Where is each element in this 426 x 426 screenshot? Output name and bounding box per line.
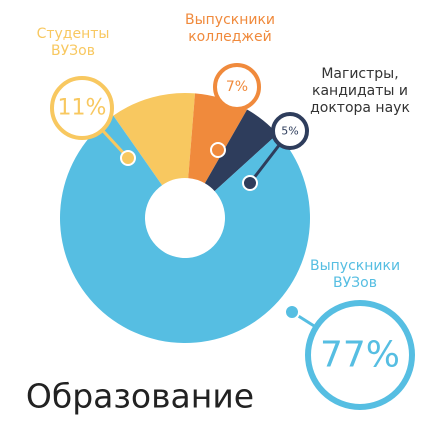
callout-ring [50, 76, 114, 140]
callout-dot [242, 175, 258, 191]
value-label: 11% [58, 96, 107, 121]
callout-ring [305, 300, 415, 410]
pie-slice [188, 93, 248, 184]
callout-ring [213, 63, 261, 111]
chart-title: Образование [26, 377, 254, 416]
category-label: Магистры, кандидаты и доктора наук [310, 66, 410, 116]
category-label: Выпускники колледжей [184, 12, 276, 45]
callout-ring [271, 112, 309, 150]
pie-slice [59, 115, 310, 344]
value-label: 5% [281, 125, 298, 138]
callout-dot [120, 150, 136, 166]
pie-slice [113, 93, 196, 186]
callout-dot [210, 142, 226, 158]
value-label: 77% [320, 335, 400, 376]
pie-slice [204, 109, 278, 192]
value-label: 7% [226, 79, 248, 95]
category-label: Выпускники ВУЗов [310, 258, 401, 291]
callout-dot [284, 304, 300, 320]
category-label: Студенты ВУЗов [36, 26, 110, 59]
